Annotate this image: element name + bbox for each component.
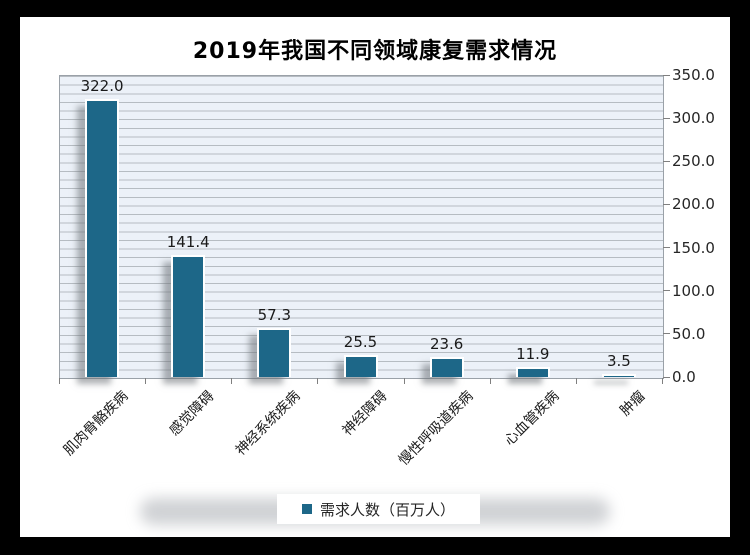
bar [343, 355, 378, 377]
bar-value-label: 141.4 [166, 233, 210, 251]
chart-canvas: 2019年我国不同领域康复需求情况 0.0 50.0 100.0 150.0 200.0… [20, 17, 730, 537]
bar [515, 366, 550, 377]
x-axis-tick [59, 378, 60, 384]
y-axis-tick [663, 74, 670, 76]
x-axis-tick [403, 378, 405, 384]
x-axis-tick [662, 378, 663, 384]
y-axis-tick-label: 0.0 [672, 368, 696, 386]
y-axis-tick [663, 160, 670, 162]
y-axis-tick [663, 247, 670, 249]
y-axis-tick-label: 50.0 [672, 324, 706, 343]
bar [85, 99, 120, 377]
x-axis-tick [231, 378, 233, 384]
y-axis-tick [663, 376, 670, 378]
bar [429, 356, 464, 377]
y-axis-tick [663, 333, 670, 335]
y-axis-tick-label: 200.0 [672, 195, 715, 214]
bar-value-label: 25.5 [343, 333, 378, 351]
plot-area [59, 75, 664, 379]
y-axis-tick-label: 250.0 [672, 152, 715, 171]
y-axis-tick-label: 150.0 [672, 238, 715, 257]
y-axis-tick-label: 300.0 [672, 109, 715, 128]
y-axis-tick [663, 203, 670, 205]
chart-title: 2019年我国不同领域康复需求情况 [192, 39, 558, 64]
bar-value-label: 23.6 [429, 334, 464, 353]
bar-value-label: 57.3 [257, 305, 292, 324]
legend: 需求人数（百万人） [277, 494, 480, 524]
bar [601, 374, 636, 377]
y-axis-tick-label: 350.0 [672, 66, 715, 84]
y-axis-tick [663, 290, 670, 292]
y-axis-tick [663, 117, 670, 119]
bar-value-label: 11.9 [516, 344, 550, 363]
x-axis-tick [489, 378, 491, 384]
y-axis-tick-label: 100.0 [672, 281, 715, 300]
legend-square-icon [301, 504, 312, 514]
bar-value-label: 322.0 [80, 77, 124, 96]
legend-label: 需求人数（百万人） [319, 500, 455, 519]
bar [257, 327, 292, 377]
x-axis-tick [145, 378, 147, 384]
bar [171, 255, 206, 377]
x-axis-tick [575, 378, 577, 384]
x-axis-tick [317, 378, 319, 384]
bar-value-label: 3.5 [606, 352, 631, 370]
